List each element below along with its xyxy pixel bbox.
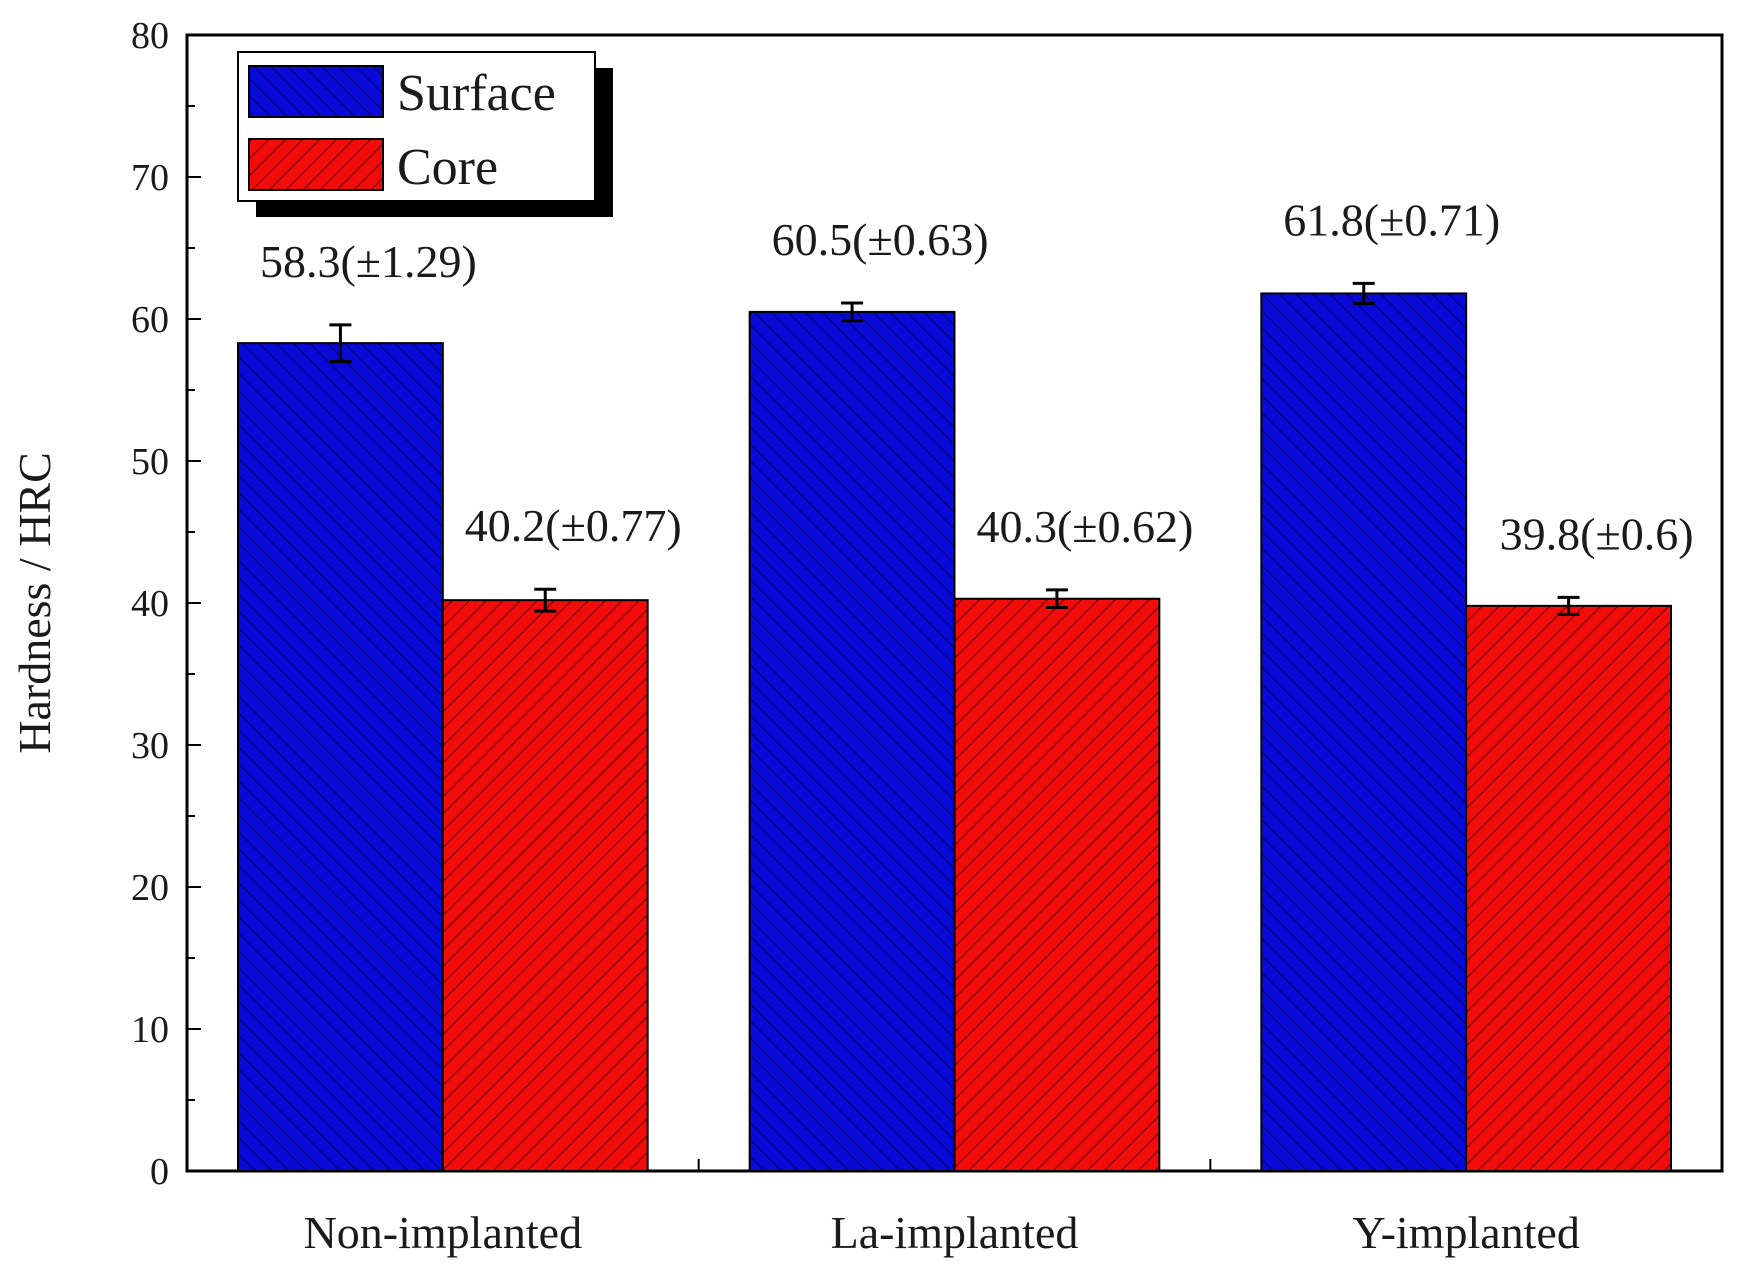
data-label-surface: 61.8(±0.71) — [1283, 194, 1500, 245]
error-bar — [1352, 281, 1375, 306]
data-label-core: 40.2(±0.77) — [465, 500, 682, 551]
x-category-label: Y-implanted — [1352, 1207, 1579, 1258]
data-label-surface: 60.5(±0.63) — [772, 214, 989, 265]
error-bar — [841, 301, 864, 323]
y-tick-label: 50 — [131, 441, 169, 483]
y-tick-label: 10 — [131, 1009, 169, 1051]
x-category-label: La-implanted — [831, 1207, 1079, 1258]
data-label-core: 39.8(±0.6) — [1500, 508, 1694, 559]
y-tick-label: 60 — [131, 299, 169, 341]
error-bars — [329, 281, 1580, 616]
bar-surface — [237, 342, 444, 1172]
error-bar — [534, 587, 557, 613]
y-tick-label: 0 — [150, 1151, 169, 1193]
data-labels: 58.3(±1.29) 40.2(±0.77) 60.5(±0.63) 40.3(±0… — [260, 194, 1694, 559]
bar-core — [953, 597, 1161, 1172]
bars — [237, 292, 1672, 1172]
legend-label-core: Core — [397, 139, 498, 196]
data-label-surface: 58.3(±1.29) — [260, 236, 477, 287]
data-label-core: 40.3(±0.62) — [976, 501, 1193, 552]
legend-swatch-core — [248, 138, 384, 191]
legend-label-surface: Surface — [397, 65, 556, 122]
x-axis: Non-implanted La-implanted Y-implanted — [304, 1159, 1580, 1258]
y-tick-label: 30 — [131, 725, 169, 767]
x-category-label: Non-implanted — [304, 1207, 583, 1258]
legend-swatch-surface — [248, 65, 384, 118]
bar-surface — [1260, 292, 1468, 1172]
error-bar — [329, 323, 352, 363]
y-tick-label: 70 — [131, 157, 169, 199]
error-bar — [1557, 595, 1580, 616]
bar-surface — [748, 310, 956, 1172]
y-tick-label: 40 — [131, 583, 169, 625]
y-axis-title: Hardness / HRC — [9, 452, 60, 754]
y-tick-label: 80 — [131, 15, 169, 57]
y-axis: 0 10 20 30 40 50 60 70 80 — [131, 15, 201, 1193]
bar-core — [1465, 604, 1672, 1172]
y-tick-label: 20 — [131, 867, 169, 909]
bar-core — [441, 599, 649, 1172]
error-bar — [1045, 588, 1068, 610]
legend: Surface Core — [237, 51, 613, 217]
